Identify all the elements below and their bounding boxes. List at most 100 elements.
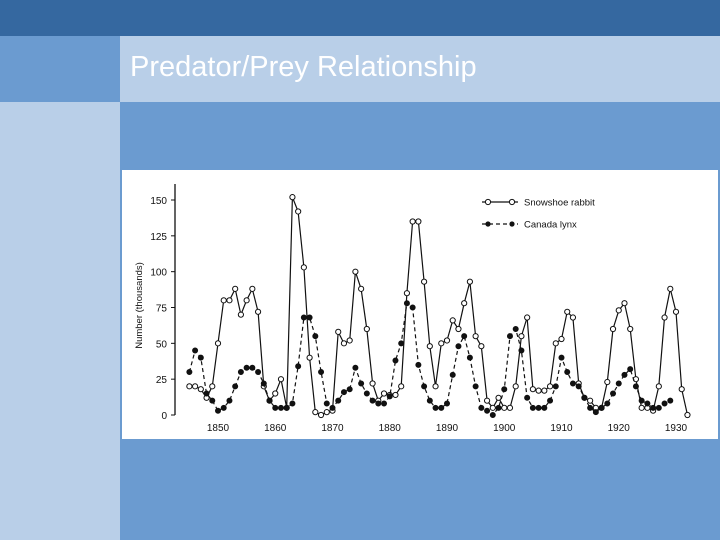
- rabbit-data-point: [421, 278, 428, 285]
- lynx-data-point: [512, 325, 519, 332]
- lynx-data-point: [524, 394, 531, 401]
- rabbit-data-point: [443, 337, 451, 344]
- rabbit-data-point: [478, 343, 485, 350]
- lynx-data-point: [529, 404, 536, 411]
- lynx-data-point: [495, 404, 502, 411]
- lynx-data-point: [575, 383, 582, 390]
- rabbit-data-point: [661, 314, 668, 321]
- rabbit-data-point: [535, 387, 542, 394]
- lynx-data-point: [667, 397, 674, 404]
- lynx-data-point: [352, 364, 359, 371]
- lynx-data-point: [547, 397, 554, 404]
- rabbit-data-point: [524, 314, 531, 321]
- y-tick-label: 0: [161, 411, 167, 422]
- rabbit-data-point: [358, 285, 365, 292]
- lynx-data-point: [604, 400, 611, 407]
- rabbit-data-point: [289, 194, 296, 201]
- rabbit-data-point: [472, 333, 479, 340]
- lynx-data-point: [283, 404, 290, 411]
- rabbit-data-point: [678, 386, 685, 393]
- rabbit-data-point: [609, 325, 617, 333]
- rabbit-data-point: [220, 297, 227, 304]
- population-chart: 0 25 50 75 100 125 150 1850 1860 1870 1880 1890 1900…: [134, 184, 691, 434]
- rabbit-data-point: [335, 328, 342, 335]
- rabbit-data-point: [232, 285, 239, 292]
- lynx-data-point: [661, 400, 668, 407]
- legend-lynx-label: Canada lynx: [524, 220, 577, 231]
- lynx-data-point: [627, 366, 634, 373]
- legend-lynx-marker: [485, 221, 491, 227]
- lynx-data-point: [632, 383, 639, 390]
- lynx-data-point: [484, 407, 491, 414]
- left-accent-light: [0, 102, 120, 540]
- lynx-data-point: [209, 397, 216, 404]
- rabbit-data-point: [403, 290, 411, 297]
- rabbit-data-point: [438, 340, 445, 347]
- lynx-data-point: [306, 314, 313, 321]
- lynx-data-point: [598, 404, 605, 411]
- lynx-data-point: [403, 300, 410, 307]
- rabbit-data-point: [501, 404, 508, 411]
- lynx-data-point: [489, 411, 496, 418]
- lynx-data-point: [329, 404, 336, 411]
- rabbit-data-point: [249, 285, 256, 292]
- lynx-data-point: [615, 380, 622, 387]
- lynx-data-point: [220, 404, 227, 411]
- rabbit-data-point: [426, 343, 433, 350]
- rabbit-data-point: [569, 314, 577, 321]
- lynx-data-point: [215, 407, 222, 414]
- rabbit-data-point: [432, 383, 439, 390]
- lynx-data-point: [255, 368, 262, 375]
- lynx-data-point: [478, 404, 485, 411]
- lynx-data-point: [398, 340, 405, 347]
- x-tick-label: 1860: [264, 423, 287, 434]
- x-tick-label: 1890: [436, 423, 459, 434]
- lynx-data-point: [346, 386, 353, 393]
- rabbit-data-point: [489, 404, 496, 411]
- legend-rabbit-marker: [484, 198, 492, 206]
- lynx-data-point: [644, 400, 651, 407]
- rabbit-data-point: [323, 409, 330, 416]
- lynx-data-point: [610, 390, 617, 397]
- lynx-data-point: [409, 304, 416, 311]
- rabbit-data-point: [546, 383, 554, 390]
- rabbit-data-point: [449, 317, 456, 324]
- rabbit-data-point: [352, 268, 359, 275]
- x-tick-label: 1880: [379, 423, 402, 434]
- rabbit-data-point: [638, 404, 645, 411]
- title-band: [120, 36, 720, 102]
- lynx-data-point: [358, 380, 365, 387]
- rabbit-data-point: [627, 325, 634, 333]
- lynx-data-point: [318, 368, 325, 375]
- lynx-data-point: [432, 404, 439, 411]
- rabbit-data-point: [312, 409, 319, 416]
- lynx-data-point: [335, 397, 342, 404]
- rabbit-data-point: [518, 333, 525, 340]
- lynx-data-point: [501, 386, 508, 393]
- y-tick-label: 100: [150, 268, 167, 279]
- lynx-data-point: [581, 394, 588, 401]
- lynx-data-point: [535, 404, 542, 411]
- lynx-data-point: [363, 390, 370, 397]
- lynx-data-point: [197, 354, 204, 361]
- rabbit-data-point: [243, 297, 250, 304]
- y-tick-label: 75: [156, 304, 168, 315]
- rabbit-data-point: [237, 311, 245, 318]
- rabbit-data-point: [197, 386, 204, 393]
- rabbit-data-point: [254, 308, 262, 315]
- rabbit-data-point: [415, 218, 422, 225]
- lynx-data-point: [564, 368, 571, 375]
- rabbit-data-point: [667, 285, 674, 292]
- lynx-data-point: [277, 404, 284, 411]
- lynx-data-point: [203, 390, 210, 397]
- lynx-data-point: [518, 347, 525, 354]
- x-tick-label: 1870: [321, 423, 344, 434]
- rabbit-data-point: [455, 325, 462, 333]
- lynx-data-point: [369, 397, 376, 404]
- x-tick-label: 1900: [493, 423, 516, 434]
- y-tick-label: 25: [156, 375, 168, 386]
- lynx-data-point: [381, 400, 388, 407]
- lynx-data-point: [415, 361, 422, 368]
- lynx-data-point: [260, 380, 267, 387]
- rabbit-data-point: [277, 376, 285, 383]
